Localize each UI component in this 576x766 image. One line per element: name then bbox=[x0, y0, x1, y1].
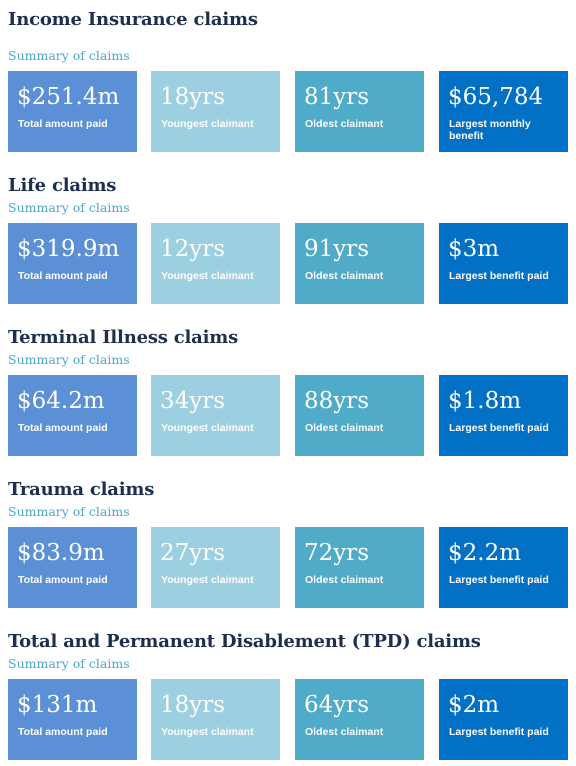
oldest-claimant-tile: 81yrs Oldest claimant bbox=[295, 71, 424, 152]
total-amount-paid-tile: $64.2m Total amount paid bbox=[8, 375, 137, 456]
largest-benefit-tile: $65,784 Largest monthly benefit bbox=[439, 71, 568, 152]
stat-value: 34yrs bbox=[160, 388, 226, 414]
stat-label: Total amount paid bbox=[18, 118, 108, 130]
stats-row: $131m Total amount paid 18yrs Youngest c… bbox=[0, 679, 576, 760]
youngest-claimant-tile: 12yrs Youngest claimant bbox=[151, 223, 280, 304]
stat-label: Largest benefit paid bbox=[449, 574, 549, 586]
stat-value: 27yrs bbox=[160, 540, 226, 566]
stat-label: Youngest claimant bbox=[161, 270, 254, 282]
stat-label: Oldest claimant bbox=[305, 574, 384, 586]
stat-label: Largest monthly benefit bbox=[449, 118, 531, 142]
total-amount-paid-tile: $131m Total amount paid bbox=[8, 679, 137, 760]
section-subtitle: Summary of claims bbox=[8, 200, 130, 215]
stat-label: Youngest claimant bbox=[161, 422, 254, 434]
stat-label: Oldest claimant bbox=[305, 118, 384, 130]
stat-label: Largest benefit paid bbox=[449, 270, 549, 282]
stat-label: Youngest claimant bbox=[161, 118, 254, 130]
stat-value: $1.8m bbox=[448, 388, 522, 414]
oldest-claimant-tile: 91yrs Oldest claimant bbox=[295, 223, 424, 304]
oldest-claimant-tile: 88yrs Oldest claimant bbox=[295, 375, 424, 456]
stat-value: 81yrs bbox=[304, 84, 370, 110]
stat-label: Oldest claimant bbox=[305, 270, 384, 282]
stat-value: $2.2m bbox=[448, 540, 522, 566]
largest-benefit-tile: $3m Largest benefit paid bbox=[439, 223, 568, 304]
stat-value: 91yrs bbox=[304, 236, 370, 262]
stat-label: Largest benefit paid bbox=[449, 422, 549, 434]
oldest-claimant-tile: 64yrs Oldest claimant bbox=[295, 679, 424, 760]
stat-label: Youngest claimant bbox=[161, 726, 254, 738]
section-title: Trauma claims bbox=[8, 479, 155, 500]
stat-value: 88yrs bbox=[304, 388, 370, 414]
largest-benefit-tile: $2m Largest benefit paid bbox=[439, 679, 568, 760]
stats-row: $64.2m Total amount paid 34yrs Youngest … bbox=[0, 375, 576, 456]
stat-value: 72yrs bbox=[304, 540, 370, 566]
stats-row: $319.9m Total amount paid 12yrs Youngest… bbox=[0, 223, 576, 304]
largest-benefit-tile: $2.2m Largest benefit paid bbox=[439, 527, 568, 608]
stat-value: 12yrs bbox=[160, 236, 226, 262]
section-subtitle: Summary of claims bbox=[8, 656, 130, 671]
stat-value: $3m bbox=[448, 236, 500, 262]
stat-value: 18yrs bbox=[160, 692, 226, 718]
stats-row: $251.4m Total amount paid 18yrs Youngest… bbox=[0, 71, 576, 152]
total-amount-paid-tile: $83.9m Total amount paid bbox=[8, 527, 137, 608]
section-subtitle: Summary of claims bbox=[8, 352, 130, 367]
stats-row: $83.9m Total amount paid 27yrs Youngest … bbox=[0, 527, 576, 608]
youngest-claimant-tile: 34yrs Youngest claimant bbox=[151, 375, 280, 456]
stat-label: Largest benefit paid bbox=[449, 726, 549, 738]
section-title: Total and Permanent Disablement (TPD) cl… bbox=[8, 631, 481, 652]
stat-value: $2m bbox=[448, 692, 500, 718]
stat-label: Total amount paid bbox=[18, 270, 108, 282]
section-subtitle: Summary of claims bbox=[8, 48, 130, 63]
section-title: Life claims bbox=[8, 175, 117, 196]
stat-label: Oldest claimant bbox=[305, 726, 384, 738]
stat-label: Total amount paid bbox=[18, 726, 108, 738]
total-amount-paid-tile: $251.4m Total amount paid bbox=[8, 71, 137, 152]
section-title: Terminal Illness claims bbox=[8, 327, 239, 348]
stat-value: 64yrs bbox=[304, 692, 370, 718]
stat-value: $83.9m bbox=[17, 540, 105, 566]
stat-label: Total amount paid bbox=[18, 574, 108, 586]
stat-value: $64.2m bbox=[17, 388, 105, 414]
stat-value: 18yrs bbox=[160, 84, 226, 110]
stat-value: $65,784 bbox=[448, 84, 544, 110]
stat-label: Youngest claimant bbox=[161, 574, 254, 586]
youngest-claimant-tile: 18yrs Youngest claimant bbox=[151, 71, 280, 152]
oldest-claimant-tile: 72yrs Oldest claimant bbox=[295, 527, 424, 608]
stat-label: Total amount paid bbox=[18, 422, 108, 434]
youngest-claimant-tile: 27yrs Youngest claimant bbox=[151, 527, 280, 608]
stat-value: $131m bbox=[17, 692, 98, 718]
stat-value: $251.4m bbox=[17, 84, 120, 110]
stat-label: Oldest claimant bbox=[305, 422, 384, 434]
stat-value: $319.9m bbox=[17, 236, 120, 262]
youngest-claimant-tile: 18yrs Youngest claimant bbox=[151, 679, 280, 760]
total-amount-paid-tile: $319.9m Total amount paid bbox=[8, 223, 137, 304]
section-subtitle: Summary of claims bbox=[8, 504, 130, 519]
section-title: Income Insurance claims bbox=[8, 9, 258, 30]
largest-benefit-tile: $1.8m Largest benefit paid bbox=[439, 375, 568, 456]
